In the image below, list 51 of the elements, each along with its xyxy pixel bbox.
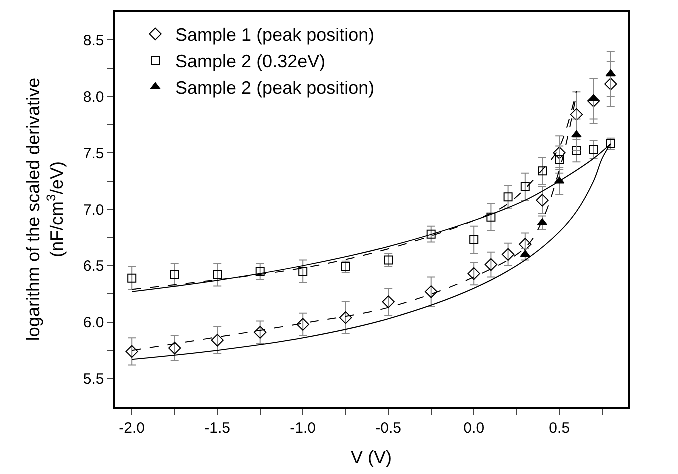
point [555, 155, 564, 164]
point [213, 270, 222, 280]
y-tick-label: 8.5 [83, 32, 104, 50]
point [519, 238, 532, 251]
point [168, 342, 182, 355]
point [570, 108, 584, 122]
x-tick-label: -2.0 [119, 420, 146, 437]
point [604, 78, 618, 91]
point [502, 248, 515, 261]
y-tick-label: 5.5 [83, 371, 104, 388]
x-tick-label: -1.0 [290, 420, 316, 437]
point [384, 256, 394, 265]
x-tick-label: -0.5 [376, 420, 402, 437]
point [504, 192, 513, 202]
y-tick-label: 6.0 [83, 314, 104, 332]
point [128, 274, 137, 283]
x-tick-label: -1.5 [204, 420, 231, 437]
point [536, 194, 549, 207]
point [520, 182, 530, 192]
y-tick-label: 6.5 [83, 258, 104, 276]
point [587, 94, 600, 108]
point [170, 270, 180, 280]
point [572, 130, 582, 138]
point [470, 235, 479, 244]
point [426, 230, 436, 239]
x-tick-label: 0.0 [464, 420, 485, 437]
point [256, 267, 265, 276]
point [589, 145, 598, 154]
y-tick-label: 8.0 [83, 88, 104, 106]
point [382, 296, 395, 308]
point [254, 326, 267, 339]
y-tick-label: 7.0 [83, 202, 104, 219]
point [553, 146, 566, 160]
point [296, 318, 310, 331]
point [211, 334, 224, 347]
legend-label: Sample 1 (peak position) [176, 25, 375, 46]
x-tick-label: 0.5 [549, 420, 570, 437]
point [425, 286, 438, 298]
legend-label: Sample 2 (0.32eV) [176, 52, 326, 72]
point [126, 345, 138, 358]
point [484, 258, 498, 272]
legend-label: Sample 2 (peak position) [176, 78, 375, 98]
point [572, 146, 582, 156]
point [468, 267, 480, 280]
point [486, 212, 496, 222]
point [538, 166, 547, 176]
point [588, 94, 599, 102]
point [298, 267, 308, 276]
x-axis-title: V (V) [350, 447, 392, 468]
point [340, 311, 352, 324]
y-tick-label: 7.5 [83, 145, 104, 162]
